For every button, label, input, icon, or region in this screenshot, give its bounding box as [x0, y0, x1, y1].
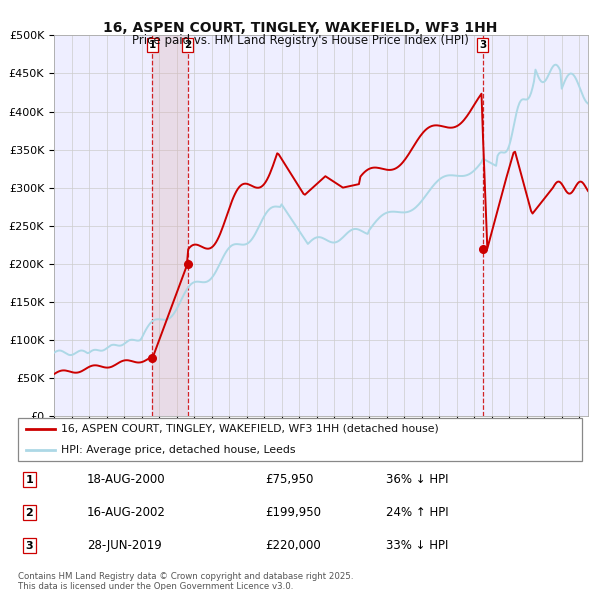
Text: £75,950: £75,950	[265, 473, 314, 486]
Text: Price paid vs. HM Land Registry's House Price Index (HPI): Price paid vs. HM Land Registry's House …	[131, 34, 469, 47]
Text: Contains HM Land Registry data © Crown copyright and database right 2025.: Contains HM Land Registry data © Crown c…	[18, 572, 353, 581]
Text: 1: 1	[149, 40, 156, 50]
Text: 16, ASPEN COURT, TINGLEY, WAKEFIELD, WF3 1HH: 16, ASPEN COURT, TINGLEY, WAKEFIELD, WF3…	[103, 21, 497, 35]
Text: 16, ASPEN COURT, TINGLEY, WAKEFIELD, WF3 1HH (detached house): 16, ASPEN COURT, TINGLEY, WAKEFIELD, WF3…	[61, 424, 439, 434]
Text: This data is licensed under the Open Government Licence v3.0.: This data is licensed under the Open Gov…	[18, 582, 293, 590]
Text: 1: 1	[25, 475, 33, 484]
Text: 18-AUG-2000: 18-AUG-2000	[87, 473, 166, 486]
Text: 3: 3	[25, 541, 33, 550]
Text: 36% ↓ HPI: 36% ↓ HPI	[386, 473, 449, 486]
Bar	[152, 35, 188, 416]
Text: 33% ↓ HPI: 33% ↓ HPI	[386, 539, 449, 552]
Text: 24% ↑ HPI: 24% ↑ HPI	[386, 506, 449, 519]
Text: 16-AUG-2002: 16-AUG-2002	[87, 506, 166, 519]
Text: 3: 3	[479, 40, 487, 50]
Text: £220,000: £220,000	[265, 539, 321, 552]
Text: HPI: Average price, detached house, Leeds: HPI: Average price, detached house, Leed…	[61, 445, 295, 455]
Text: 2: 2	[184, 40, 191, 50]
Text: £199,950: £199,950	[265, 506, 322, 519]
FancyBboxPatch shape	[18, 418, 582, 461]
Text: 28-JUN-2019: 28-JUN-2019	[87, 539, 161, 552]
Text: 2: 2	[25, 508, 33, 517]
